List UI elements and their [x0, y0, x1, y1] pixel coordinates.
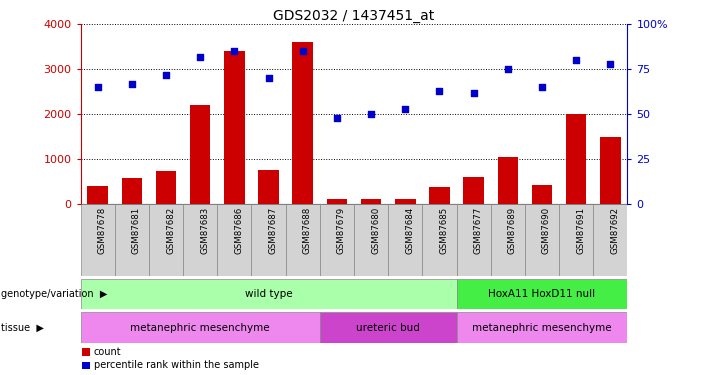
Bar [258, 170, 279, 204]
Text: wild type: wild type [245, 289, 292, 299]
Text: GSM87686: GSM87686 [234, 207, 243, 254]
Text: GSM87687: GSM87687 [268, 207, 278, 254]
Point [434, 88, 445, 94]
Point [92, 84, 103, 90]
Text: GSM87688: GSM87688 [303, 207, 312, 254]
Bar [531, 184, 552, 204]
Point [468, 90, 479, 96]
Text: GSM87689: GSM87689 [508, 207, 517, 254]
Point [400, 106, 411, 112]
Bar [456, 279, 627, 309]
Bar [566, 114, 586, 204]
Text: HoxA11 HoxD11 null: HoxA11 HoxD11 null [489, 289, 596, 299]
Text: percentile rank within the sample: percentile rank within the sample [94, 360, 259, 370]
Bar [81, 279, 456, 309]
Text: GSM87677: GSM87677 [474, 207, 482, 254]
Text: GSM87690: GSM87690 [542, 207, 551, 254]
Bar [463, 177, 484, 204]
Bar [286, 204, 320, 276]
Bar [81, 204, 115, 276]
Text: GSM87679: GSM87679 [337, 207, 346, 254]
Bar [388, 204, 422, 276]
Text: GSM87682: GSM87682 [166, 207, 175, 254]
Bar [354, 204, 388, 276]
Bar [149, 204, 183, 276]
Bar [395, 198, 416, 204]
Bar [122, 178, 142, 204]
Text: GSM87680: GSM87680 [371, 207, 380, 254]
Bar [156, 171, 176, 204]
Bar [82, 362, 90, 369]
Point [605, 61, 616, 67]
Bar [292, 42, 313, 204]
Point [536, 84, 547, 90]
Bar [115, 204, 149, 276]
Text: GSM87678: GSM87678 [97, 207, 107, 254]
Bar [600, 137, 620, 204]
Text: GSM87691: GSM87691 [576, 207, 585, 254]
Text: GSM87683: GSM87683 [200, 207, 209, 254]
Bar [217, 204, 252, 276]
Bar [456, 204, 491, 276]
Point [195, 54, 206, 60]
Point [263, 75, 274, 81]
Bar [429, 187, 450, 204]
Bar [525, 204, 559, 276]
Text: tissue  ▶: tissue ▶ [1, 323, 43, 333]
Bar [320, 204, 354, 276]
Title: GDS2032 / 1437451_at: GDS2032 / 1437451_at [273, 9, 435, 23]
Bar [361, 199, 381, 204]
Point [161, 72, 172, 78]
Bar [183, 204, 217, 276]
Point [229, 48, 240, 54]
Text: GSM87685: GSM87685 [440, 207, 449, 254]
Point [502, 66, 513, 72]
Point [126, 81, 137, 87]
Bar [252, 204, 286, 276]
Point [332, 115, 343, 121]
Point [571, 57, 582, 63]
Bar [82, 348, 90, 355]
Bar [593, 204, 627, 276]
Text: metanephric mesenchyme: metanephric mesenchyme [472, 323, 612, 333]
Bar [320, 312, 456, 343]
Text: GSM87692: GSM87692 [611, 207, 619, 254]
Point [297, 48, 308, 54]
Bar [559, 204, 593, 276]
Text: genotype/variation  ▶: genotype/variation ▶ [1, 289, 107, 299]
Bar [190, 105, 210, 204]
Text: metanephric mesenchyme: metanephric mesenchyme [130, 323, 270, 333]
Bar [88, 186, 108, 204]
Bar [327, 199, 347, 204]
Text: count: count [94, 346, 121, 357]
Text: ureteric bud: ureteric bud [356, 323, 420, 333]
Bar [422, 204, 456, 276]
Bar [224, 51, 245, 204]
Bar [498, 157, 518, 204]
Text: GSM87684: GSM87684 [405, 207, 414, 254]
Bar [456, 312, 627, 343]
Point [365, 111, 376, 117]
Text: GSM87681: GSM87681 [132, 207, 141, 254]
Bar [81, 312, 320, 343]
Bar [491, 204, 525, 276]
